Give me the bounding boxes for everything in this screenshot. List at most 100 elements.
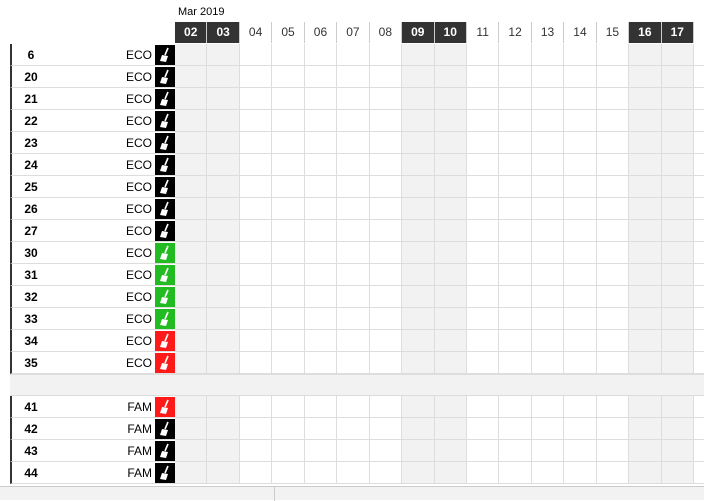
month-label: Mar 2019 — [178, 6, 225, 18]
day-cell — [272, 286, 305, 308]
day-cell — [434, 176, 467, 198]
day-cell — [434, 198, 467, 220]
day-cell — [499, 132, 532, 154]
day-cell — [596, 396, 630, 418]
day-cell — [175, 462, 208, 484]
day-cell — [337, 132, 370, 154]
day-cell — [499, 198, 532, 220]
day-cell — [369, 264, 403, 286]
broom — [160, 267, 169, 282]
day-cell — [564, 462, 597, 484]
group-separator — [10, 374, 704, 396]
day-cell — [272, 352, 305, 374]
day-cell — [337, 462, 370, 484]
day-cell — [239, 308, 273, 330]
status-icon — [155, 111, 175, 131]
day-cell — [499, 220, 532, 242]
day-cell — [531, 154, 565, 176]
day-cell — [466, 308, 500, 330]
broom — [160, 91, 169, 106]
day-cell — [402, 418, 435, 440]
room-type: ECO — [125, 224, 152, 238]
day-cell — [466, 176, 500, 198]
day-cell — [402, 66, 435, 88]
day-cell — [531, 198, 565, 220]
status-icon — [155, 463, 175, 483]
day-cell — [499, 66, 532, 88]
day-cell — [434, 440, 467, 462]
day-cell — [694, 242, 704, 264]
room-row — [10, 330, 175, 352]
day-cell — [499, 418, 532, 440]
day-cell — [304, 44, 338, 66]
broom — [160, 333, 169, 348]
broom — [160, 399, 169, 414]
date-header: 03 — [207, 22, 240, 43]
day-cell — [564, 154, 597, 176]
day-cell — [272, 264, 305, 286]
day-cell — [531, 352, 565, 374]
room-type: FAM — [127, 422, 152, 436]
day-cell — [369, 242, 403, 264]
day-cell — [272, 198, 305, 220]
day-cell — [369, 308, 403, 330]
day-cell — [629, 440, 662, 462]
status-icon — [155, 243, 175, 263]
day-cell — [466, 330, 500, 352]
date-header: 07 — [337, 22, 370, 43]
room-type: ECO — [125, 92, 152, 106]
day-cell — [239, 66, 273, 88]
room-number: 30 — [24, 246, 38, 260]
day-cell — [531, 396, 565, 418]
day-cell — [596, 308, 630, 330]
day-cell — [564, 396, 597, 418]
day-cell — [499, 242, 532, 264]
day-cell — [434, 88, 467, 110]
day-cell — [175, 286, 208, 308]
day-cell — [466, 132, 500, 154]
day-cell — [239, 132, 273, 154]
room-row — [10, 176, 175, 198]
day-cell — [239, 242, 273, 264]
day-cell — [337, 440, 370, 462]
day-cell — [564, 440, 597, 462]
day-cell — [207, 44, 240, 66]
day-cell — [207, 154, 240, 176]
day-cell — [466, 264, 500, 286]
day-cell — [434, 242, 467, 264]
room-number: 42 — [24, 422, 38, 436]
day-cell — [531, 66, 565, 88]
room-row — [10, 154, 175, 176]
day-cell — [661, 264, 694, 286]
day-cell — [596, 88, 630, 110]
day-cell — [629, 176, 662, 198]
day-cell — [207, 286, 240, 308]
date-header: 06 — [305, 22, 338, 43]
day-cell — [272, 44, 305, 66]
room-row — [10, 418, 175, 440]
day-cell — [499, 44, 532, 66]
day-cell — [629, 352, 662, 374]
status-icon — [155, 177, 175, 197]
day-cell — [596, 330, 630, 352]
day-cell — [596, 418, 630, 440]
day-cell — [207, 352, 240, 374]
day-cell — [434, 286, 467, 308]
day-cell — [239, 396, 273, 418]
room-number: 32 — [24, 290, 38, 304]
status-icon — [155, 155, 175, 175]
day-cell — [369, 440, 403, 462]
day-cell — [337, 352, 370, 374]
day-cell — [402, 220, 435, 242]
date-header: 05 — [272, 22, 305, 43]
day-cell — [402, 44, 435, 66]
day-cell — [369, 110, 403, 132]
status-icon — [155, 331, 175, 351]
day-cell — [596, 462, 630, 484]
day-cell — [272, 220, 305, 242]
room-number: 33 — [24, 312, 38, 326]
date-header: 15 — [597, 22, 630, 43]
day-cell — [596, 154, 630, 176]
date-header: 17 — [661, 22, 694, 43]
